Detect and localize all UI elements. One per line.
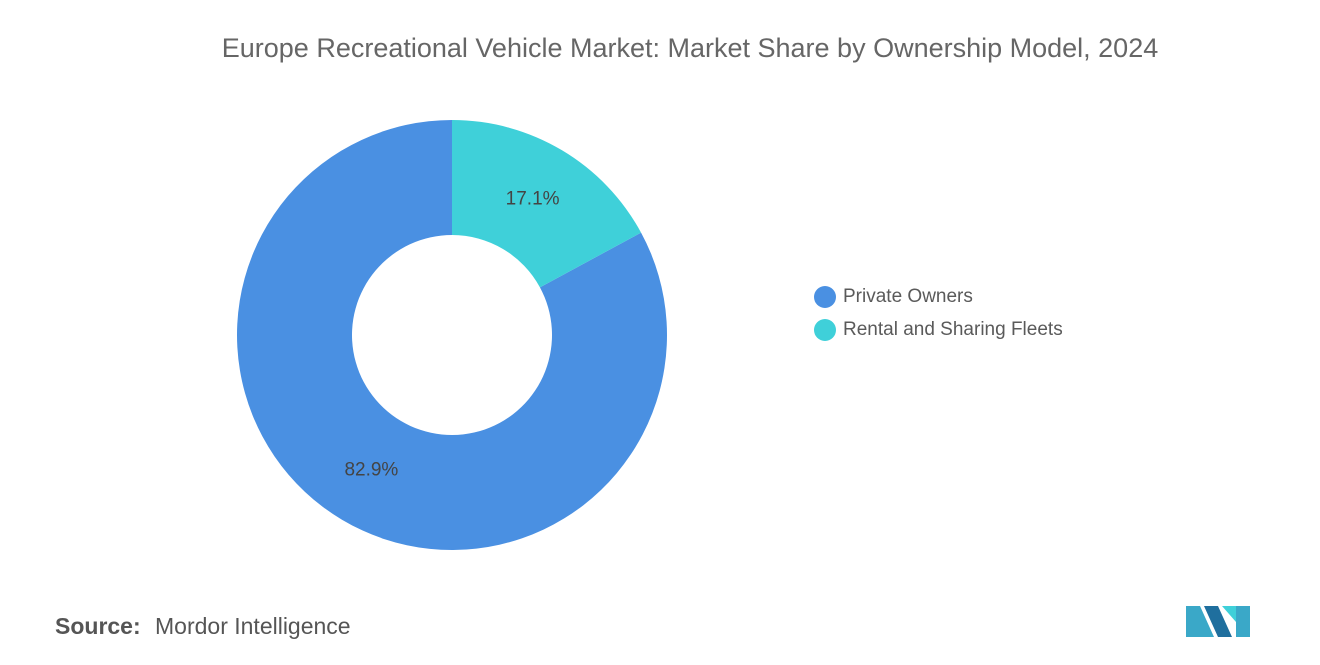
donut-slice: [452, 120, 642, 288]
chart-title: Europe Recreational Vehicle Market: Mark…: [222, 33, 1158, 63]
value-label: 82.9%: [344, 459, 398, 480]
legend-label: Private Owners: [843, 286, 973, 307]
logo: [1186, 606, 1250, 637]
source: Mordor Intelligence: [155, 613, 351, 639]
legend-label: Rental and Sharing Fleets: [843, 319, 1063, 340]
source-label: Source:: [55, 613, 141, 639]
legend-marker: [814, 319, 836, 341]
donut-slice: [236, 120, 667, 551]
legend-marker: [814, 286, 836, 308]
value-label: 17.1%: [506, 189, 560, 210]
